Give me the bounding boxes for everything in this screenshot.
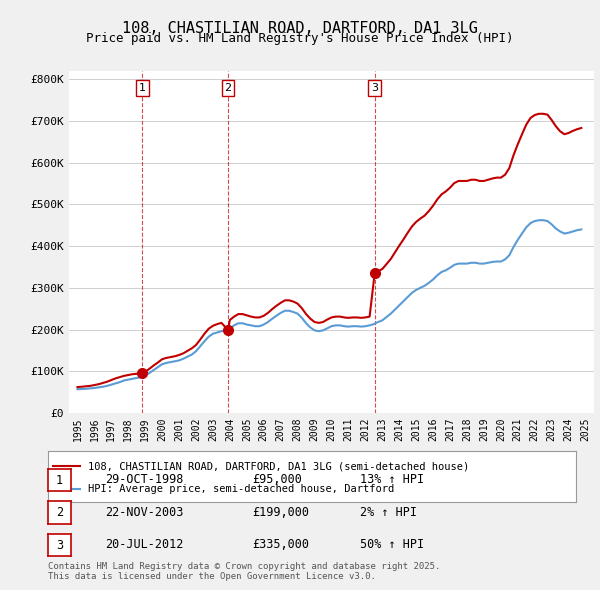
Text: 2: 2 xyxy=(56,506,63,519)
Text: 20-JUL-2012: 20-JUL-2012 xyxy=(105,538,184,551)
Text: 13% ↑ HPI: 13% ↑ HPI xyxy=(360,473,424,486)
Text: 108, CHASTILIAN ROAD, DARTFORD, DA1 3LG (semi-detached house): 108, CHASTILIAN ROAD, DARTFORD, DA1 3LG … xyxy=(88,461,469,471)
Text: Price paid vs. HM Land Registry's House Price Index (HPI): Price paid vs. HM Land Registry's House … xyxy=(86,32,514,45)
Text: 108, CHASTILIAN ROAD, DARTFORD, DA1 3LG: 108, CHASTILIAN ROAD, DARTFORD, DA1 3LG xyxy=(122,21,478,35)
Text: £199,000: £199,000 xyxy=(252,506,309,519)
Text: £335,000: £335,000 xyxy=(252,538,309,551)
Text: 29-OCT-1998: 29-OCT-1998 xyxy=(105,473,184,486)
Text: 2% ↑ HPI: 2% ↑ HPI xyxy=(360,506,417,519)
Text: 1: 1 xyxy=(139,83,146,93)
Text: 1: 1 xyxy=(56,474,63,487)
Text: HPI: Average price, semi-detached house, Dartford: HPI: Average price, semi-detached house,… xyxy=(88,484,394,494)
Text: 3: 3 xyxy=(371,83,378,93)
Text: 3: 3 xyxy=(56,539,63,552)
Text: Contains HM Land Registry data © Crown copyright and database right 2025.
This d: Contains HM Land Registry data © Crown c… xyxy=(48,562,440,581)
Text: 2: 2 xyxy=(224,83,232,93)
Text: 22-NOV-2003: 22-NOV-2003 xyxy=(105,506,184,519)
Text: 50% ↑ HPI: 50% ↑ HPI xyxy=(360,538,424,551)
Text: £95,000: £95,000 xyxy=(252,473,302,486)
